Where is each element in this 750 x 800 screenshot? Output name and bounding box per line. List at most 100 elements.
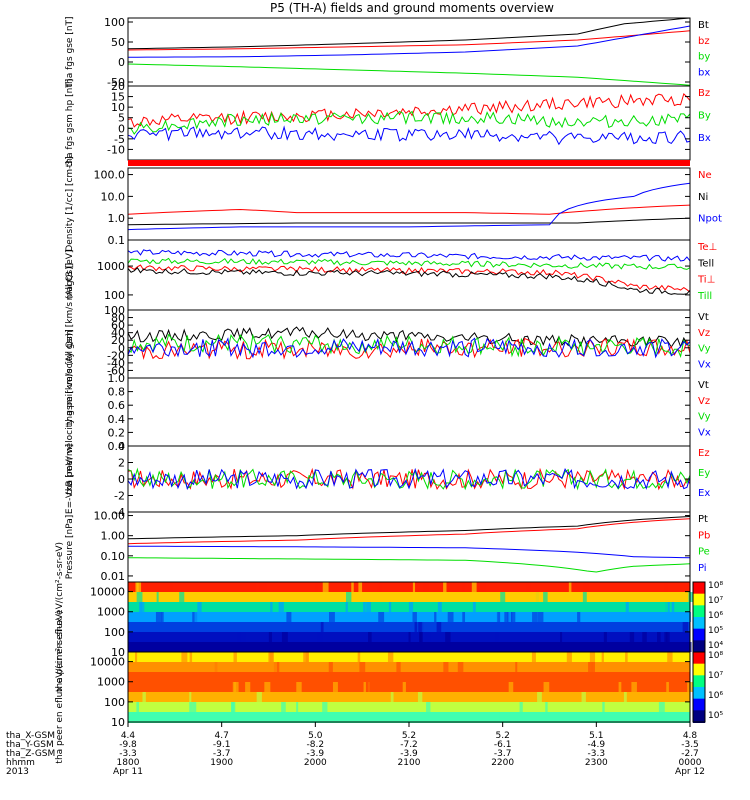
spectrogram-cell [363, 602, 366, 612]
spectrogram-cell [197, 602, 202, 612]
spectrogram-cell [192, 702, 197, 712]
spectrogram-cell [205, 692, 208, 702]
spectrogram-cell [426, 602, 433, 612]
spectrogram-cell [623, 622, 628, 632]
spectrogram-cell [653, 702, 656, 712]
x-tick-value: -3.7 [494, 749, 512, 759]
spectrogram-cell [136, 582, 142, 592]
y-tick-label: 10.00 [94, 510, 126, 523]
legend-vx: Vx [698, 427, 711, 438]
spectrogram-cell [365, 652, 370, 662]
spectrogram-cell [421, 642, 427, 652]
panel-5: 1.00.80.60.40.20.0 tha peer velocity gsm … [65, 329, 711, 494]
spectrogram-cell [297, 662, 303, 672]
spectrogram-cell [314, 682, 319, 692]
spectrogram-cell [471, 582, 477, 592]
spectrogram-cell [497, 672, 500, 682]
spectrogram-cell [618, 682, 622, 692]
legend-ez: Ez [698, 448, 710, 459]
legend-ex: Ex [698, 488, 710, 499]
spectrogram-cell [609, 592, 613, 602]
spectrogram-cell [281, 702, 286, 712]
spectrogram-cell [290, 702, 296, 712]
spectrogram-cell [246, 692, 252, 702]
spectrogram-cell [609, 672, 616, 682]
y-tick-label: -10 [107, 143, 125, 156]
spectrogram-cell [432, 672, 436, 682]
spectrogram-cell [179, 592, 185, 602]
colorbar-label: 10⁷ [708, 671, 723, 681]
spectrogram-cell [582, 592, 587, 602]
spectrogram-cell [402, 682, 406, 692]
spectrogram-cell [367, 682, 371, 692]
spectrogram-cell [393, 712, 400, 722]
spectrogram-cell [537, 692, 542, 702]
legend-tell: Tell [697, 258, 714, 269]
spectrogram-cell [467, 642, 473, 652]
spectrogram-cell [568, 622, 572, 632]
series-line-pe [128, 557, 691, 573]
series-line-ez [127, 467, 691, 491]
spectrogram-cell [688, 592, 694, 602]
legend-npot: Npot [698, 214, 722, 225]
x-axis-table: tha_X-GSMtha_Y-GSMtha_Z-GSMhhmm20134.4-9… [6, 722, 705, 777]
spectrogram-cell [332, 682, 338, 692]
spectrogram-cell [156, 592, 159, 602]
y-tick-label: 0 [118, 56, 125, 69]
legend-vz: Vz [698, 396, 710, 407]
spectrogram-cell [344, 692, 351, 702]
spectrogram-cell [638, 672, 644, 682]
spectrogram-cell [201, 602, 205, 612]
colorbar-segment [693, 652, 705, 665]
spectrogram-band [128, 582, 690, 593]
spectrogram-cell [255, 702, 262, 712]
spectrogram-cell [233, 612, 236, 622]
spectrogram-cell [468, 652, 473, 662]
spectrogram-cell [234, 682, 239, 692]
colorbar-segment [693, 663, 705, 677]
legend-vx: Vx [698, 359, 711, 370]
spectrogram-cell [396, 662, 401, 672]
y-axis-label: E=-VxB [mV/m] [65, 444, 75, 514]
spectrogram-cell [614, 672, 617, 682]
spectrogram-cell [433, 692, 439, 702]
legend-ni: Ni [698, 192, 708, 203]
x-tick-value: -3.5 [681, 740, 699, 750]
spectrogram-cell [222, 712, 229, 722]
x-row-label: 2013 [6, 767, 29, 777]
legend-vt: Vt [698, 380, 709, 391]
spectrogram-cell [140, 602, 145, 612]
spectrogram-cell [377, 682, 382, 692]
y-tick-label: 10.0 [101, 190, 126, 203]
spectrogram-cell [639, 692, 644, 702]
spectrogram-cell [447, 612, 454, 622]
legend-pt: Pt [698, 514, 708, 525]
panel-2: 100.0 10.0 1.0 0.1 Density [1/cc] [cm-3] Ne Ni… [65, 156, 722, 251]
x-tick-value: -6.1 [494, 740, 512, 750]
spectrogram-cell [537, 612, 544, 622]
legend-bx: bx [698, 67, 710, 78]
y-tick-label: 10000 [90, 656, 125, 669]
legend-pb: Pb [698, 530, 710, 541]
spectrogram-cell [317, 632, 324, 642]
colorbar-segment [693, 582, 705, 595]
series-line-bx [127, 125, 691, 146]
y-tick-label: 0 [118, 122, 125, 135]
y-axis-label: magt3 [eV] [65, 250, 75, 301]
y-tick-label: 15 [111, 91, 125, 104]
spectrogram-cell [142, 692, 146, 702]
spectrogram-cell [228, 602, 232, 612]
spectrogram-cell [462, 612, 466, 622]
panel-8: 10⁸ 10⁷ 10⁶ 10⁵ 10⁴ 10000 1000 100 10 tha peir en… [55, 542, 723, 692]
y-tick-label: -5 [114, 133, 125, 146]
spectrogram-cell [337, 672, 341, 682]
spectrogram-cell [366, 712, 373, 722]
spectrogram-cell [256, 692, 262, 702]
y-tick-label: 10 [111, 101, 125, 114]
spectrogram-cell [667, 652, 673, 662]
spectrogram-cell [441, 622, 444, 632]
y-axis-label: tha peer velocity gsm [km/s (All Qs)] [65, 329, 75, 494]
y-tick-label: 0.2 [108, 426, 126, 439]
spectrogram-cell [278, 602, 284, 612]
series-line-pt [127, 516, 691, 540]
